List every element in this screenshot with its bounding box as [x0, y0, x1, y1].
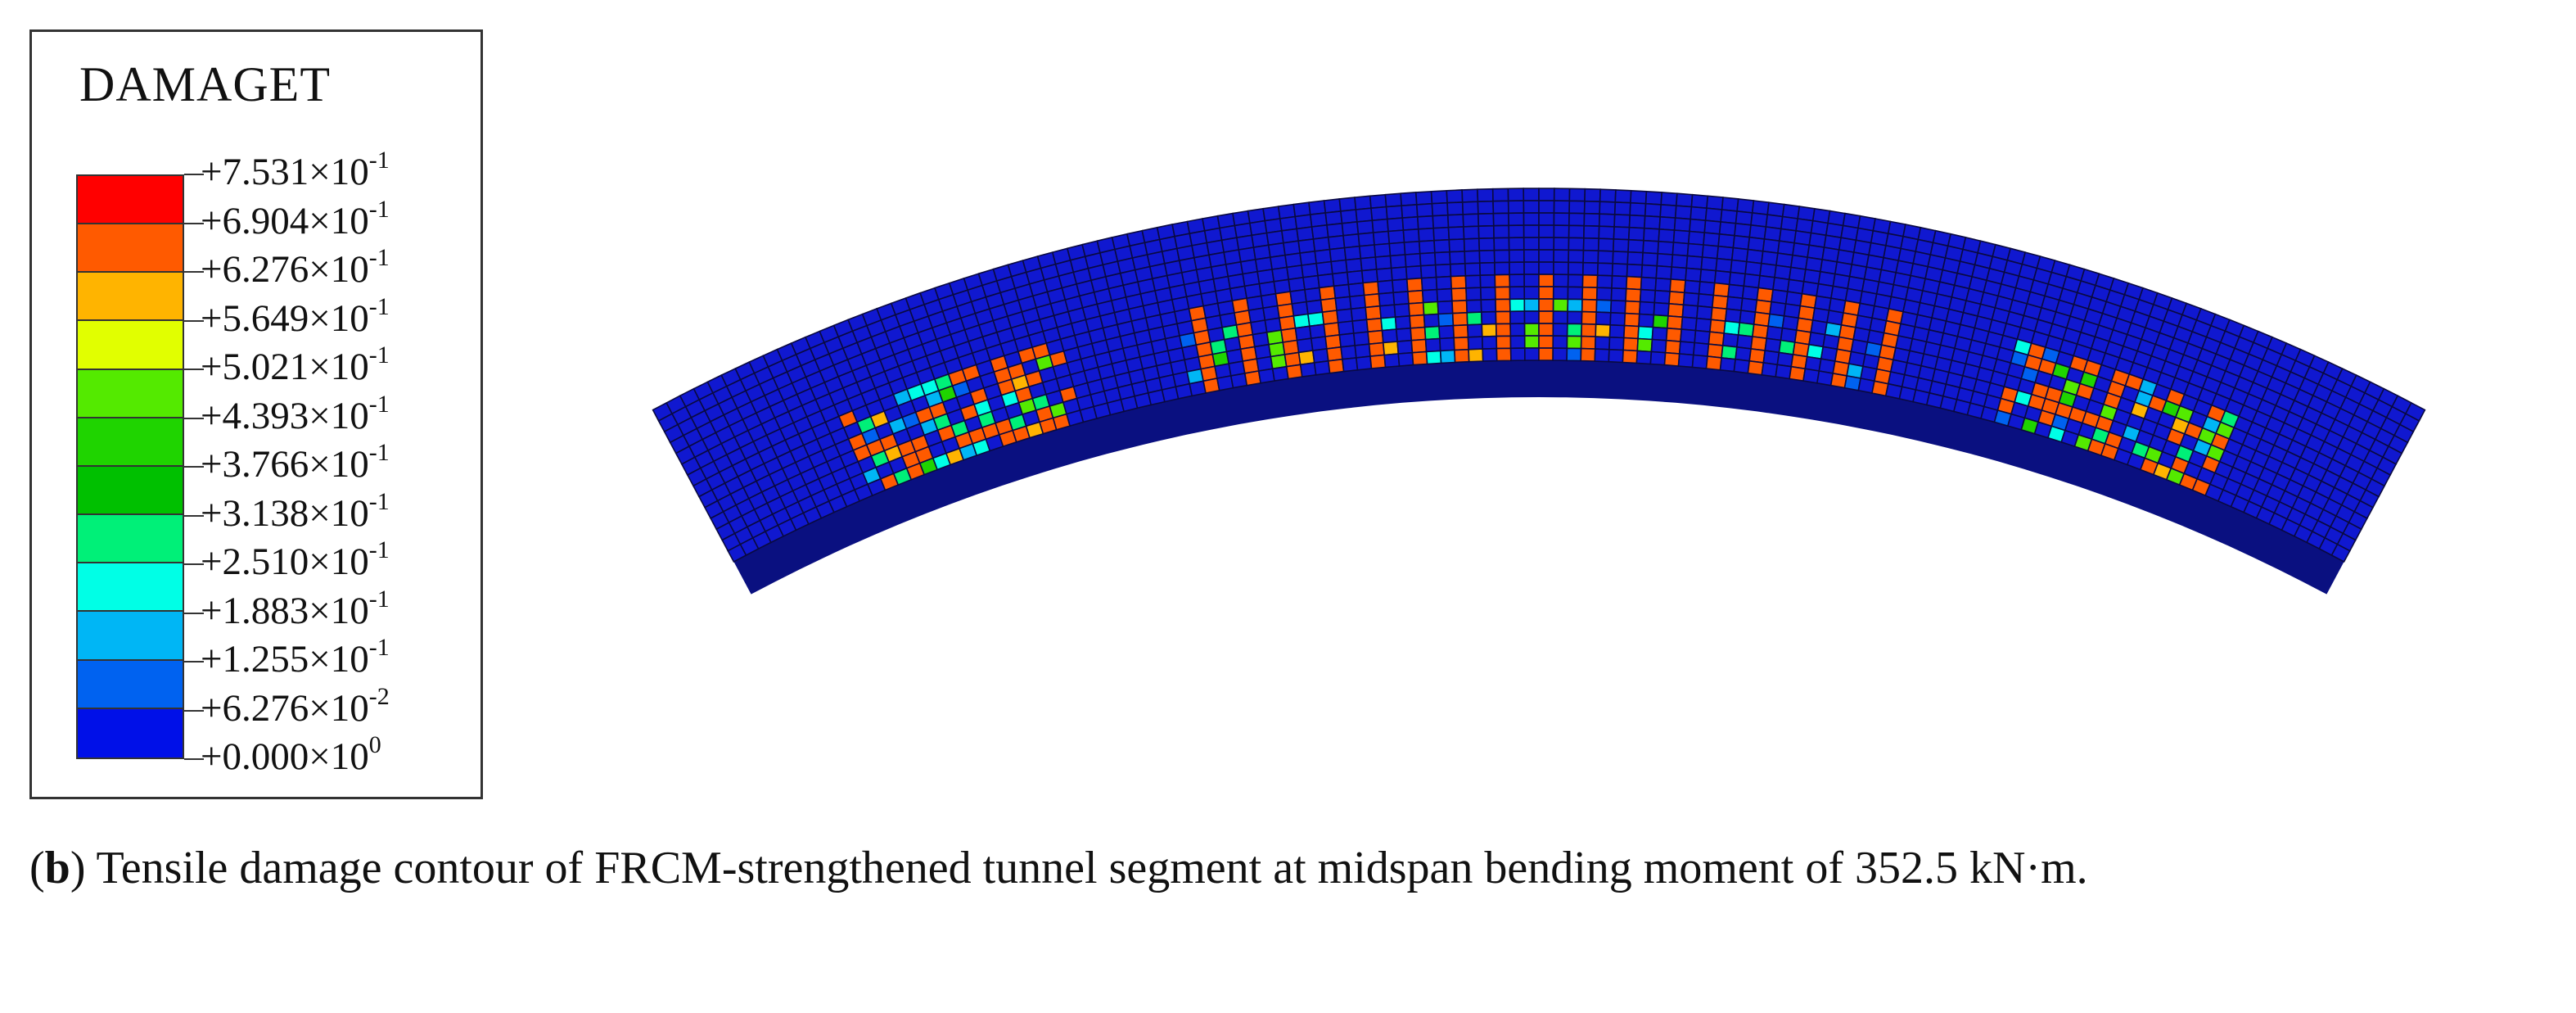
legend-tick-label: +1.883×10-1	[201, 585, 390, 632]
legend-tick-label: +4.393×10-1	[201, 390, 390, 437]
legend-swatch	[78, 224, 183, 274]
legend-swatch	[78, 176, 183, 225]
legend-tick	[184, 369, 204, 370]
legend-tick-label: +6.904×10-1	[201, 195, 390, 242]
legend-swatch	[78, 369, 183, 418]
legend-swatch	[78, 273, 183, 322]
legend-title: DAMAGET	[79, 57, 331, 111]
legend-swatch	[78, 515, 183, 564]
caption-label: b	[44, 843, 70, 893]
legend-tick	[184, 319, 204, 322]
legend-swatch	[78, 660, 183, 709]
color-scale	[76, 174, 184, 759]
legend-tick-label: +3.766×10-1	[201, 439, 390, 486]
legend-tick-label: +3.138×10-1	[201, 487, 390, 535]
legend-tick	[184, 514, 204, 517]
legend-swatch	[78, 708, 183, 757]
caption-text: Tensile damage contour of FRCM-strengthe…	[96, 843, 2088, 893]
tunnel-segment-contour	[652, 188, 2426, 595]
legend-tick	[184, 563, 204, 565]
legend-tick	[184, 417, 204, 419]
legend-tick	[184, 758, 204, 760]
legend-swatch	[78, 563, 183, 613]
legend-tick	[184, 661, 204, 663]
legend-tick-label: +5.649×10-1	[201, 292, 390, 340]
legend-tick-label: +1.255×10-1	[201, 634, 390, 681]
legend-tick	[184, 271, 204, 273]
legend-tick	[184, 612, 204, 614]
legend-tick-label: +7.531×10-1	[201, 147, 390, 193]
legend-tick	[184, 709, 204, 712]
legend-tick-label: +2.510×10-1	[201, 536, 390, 583]
legend-tick-label: +6.276×10-1	[201, 244, 390, 291]
legend-tick	[184, 222, 204, 224]
legend-swatch	[78, 418, 183, 467]
legend-swatch	[78, 466, 183, 516]
legend-tick	[184, 174, 204, 175]
legend: DAMAGET +7.531×10-1 +6.904×10-1 +6.276×10-…	[29, 29, 483, 799]
legend-swatch	[78, 612, 183, 661]
legend-tick-label: +0.000×100	[201, 731, 381, 778]
figure-caption: (b) Tensile damage contour of FRCM-stren…	[29, 843, 2088, 893]
legend-tick	[184, 466, 204, 468]
legend-tick-label: +5.021×10-1	[201, 341, 390, 388]
legend-tick-label: +6.276×10-2	[201, 682, 390, 730]
legend-swatch	[78, 321, 183, 370]
segment-side-face	[733, 360, 2344, 595]
